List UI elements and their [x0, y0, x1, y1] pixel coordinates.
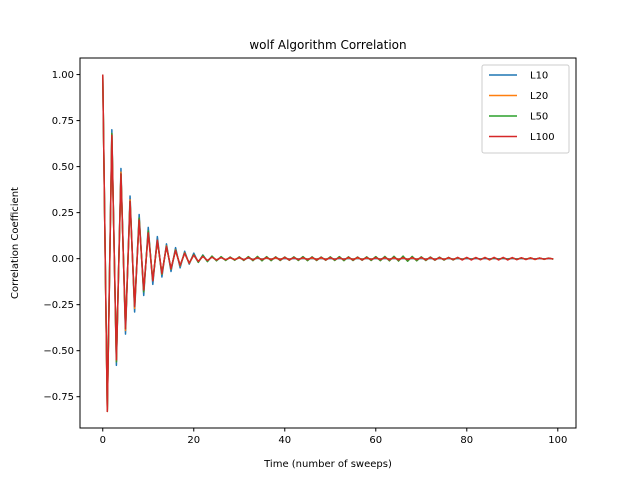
y-axis-ticks: −0.75 −0.50 −0.25 0.00 0.25 0.50 0.75 1.00 [43, 70, 80, 403]
y-tick-label: 0.25 [52, 208, 74, 219]
legend-label-l20: L20 [530, 91, 548, 102]
x-tick-label: 40 [278, 435, 291, 446]
x-tick-label: 100 [548, 435, 567, 446]
series-layer [102, 74, 554, 413]
legend-label-l10: L10 [530, 71, 548, 82]
x-tick-label: 60 [369, 435, 382, 446]
x-tick-label: 0 [100, 435, 106, 446]
legend: L10 L20 L50 L100 [481, 64, 570, 154]
x-axis-label: Time (number of sweeps) [263, 459, 392, 470]
y-tick-label: −0.75 [43, 392, 74, 403]
legend-label-l100: L100 [530, 132, 555, 143]
y-axis-label: Correlation Coefficient [10, 187, 21, 299]
chart-title: wolf Algorithm Correlation [249, 38, 406, 52]
legend-frame [481, 64, 570, 154]
x-axis-ticks: 0 20 40 60 80 100 [100, 428, 567, 446]
y-tick-label: 0.75 [52, 116, 74, 127]
x-tick-label: 20 [187, 435, 200, 446]
y-tick-label: 1.00 [52, 70, 74, 81]
y-tick-label: 0.00 [52, 254, 74, 265]
y-tick-label: −0.25 [43, 300, 74, 311]
series-line-l100 [102, 74, 554, 413]
y-tick-label: 0.50 [52, 162, 74, 173]
plot-frame [79, 57, 577, 429]
y-tick-label: −0.50 [43, 346, 74, 357]
legend-label-l50: L50 [530, 112, 548, 123]
x-tick-label: 80 [460, 435, 473, 446]
